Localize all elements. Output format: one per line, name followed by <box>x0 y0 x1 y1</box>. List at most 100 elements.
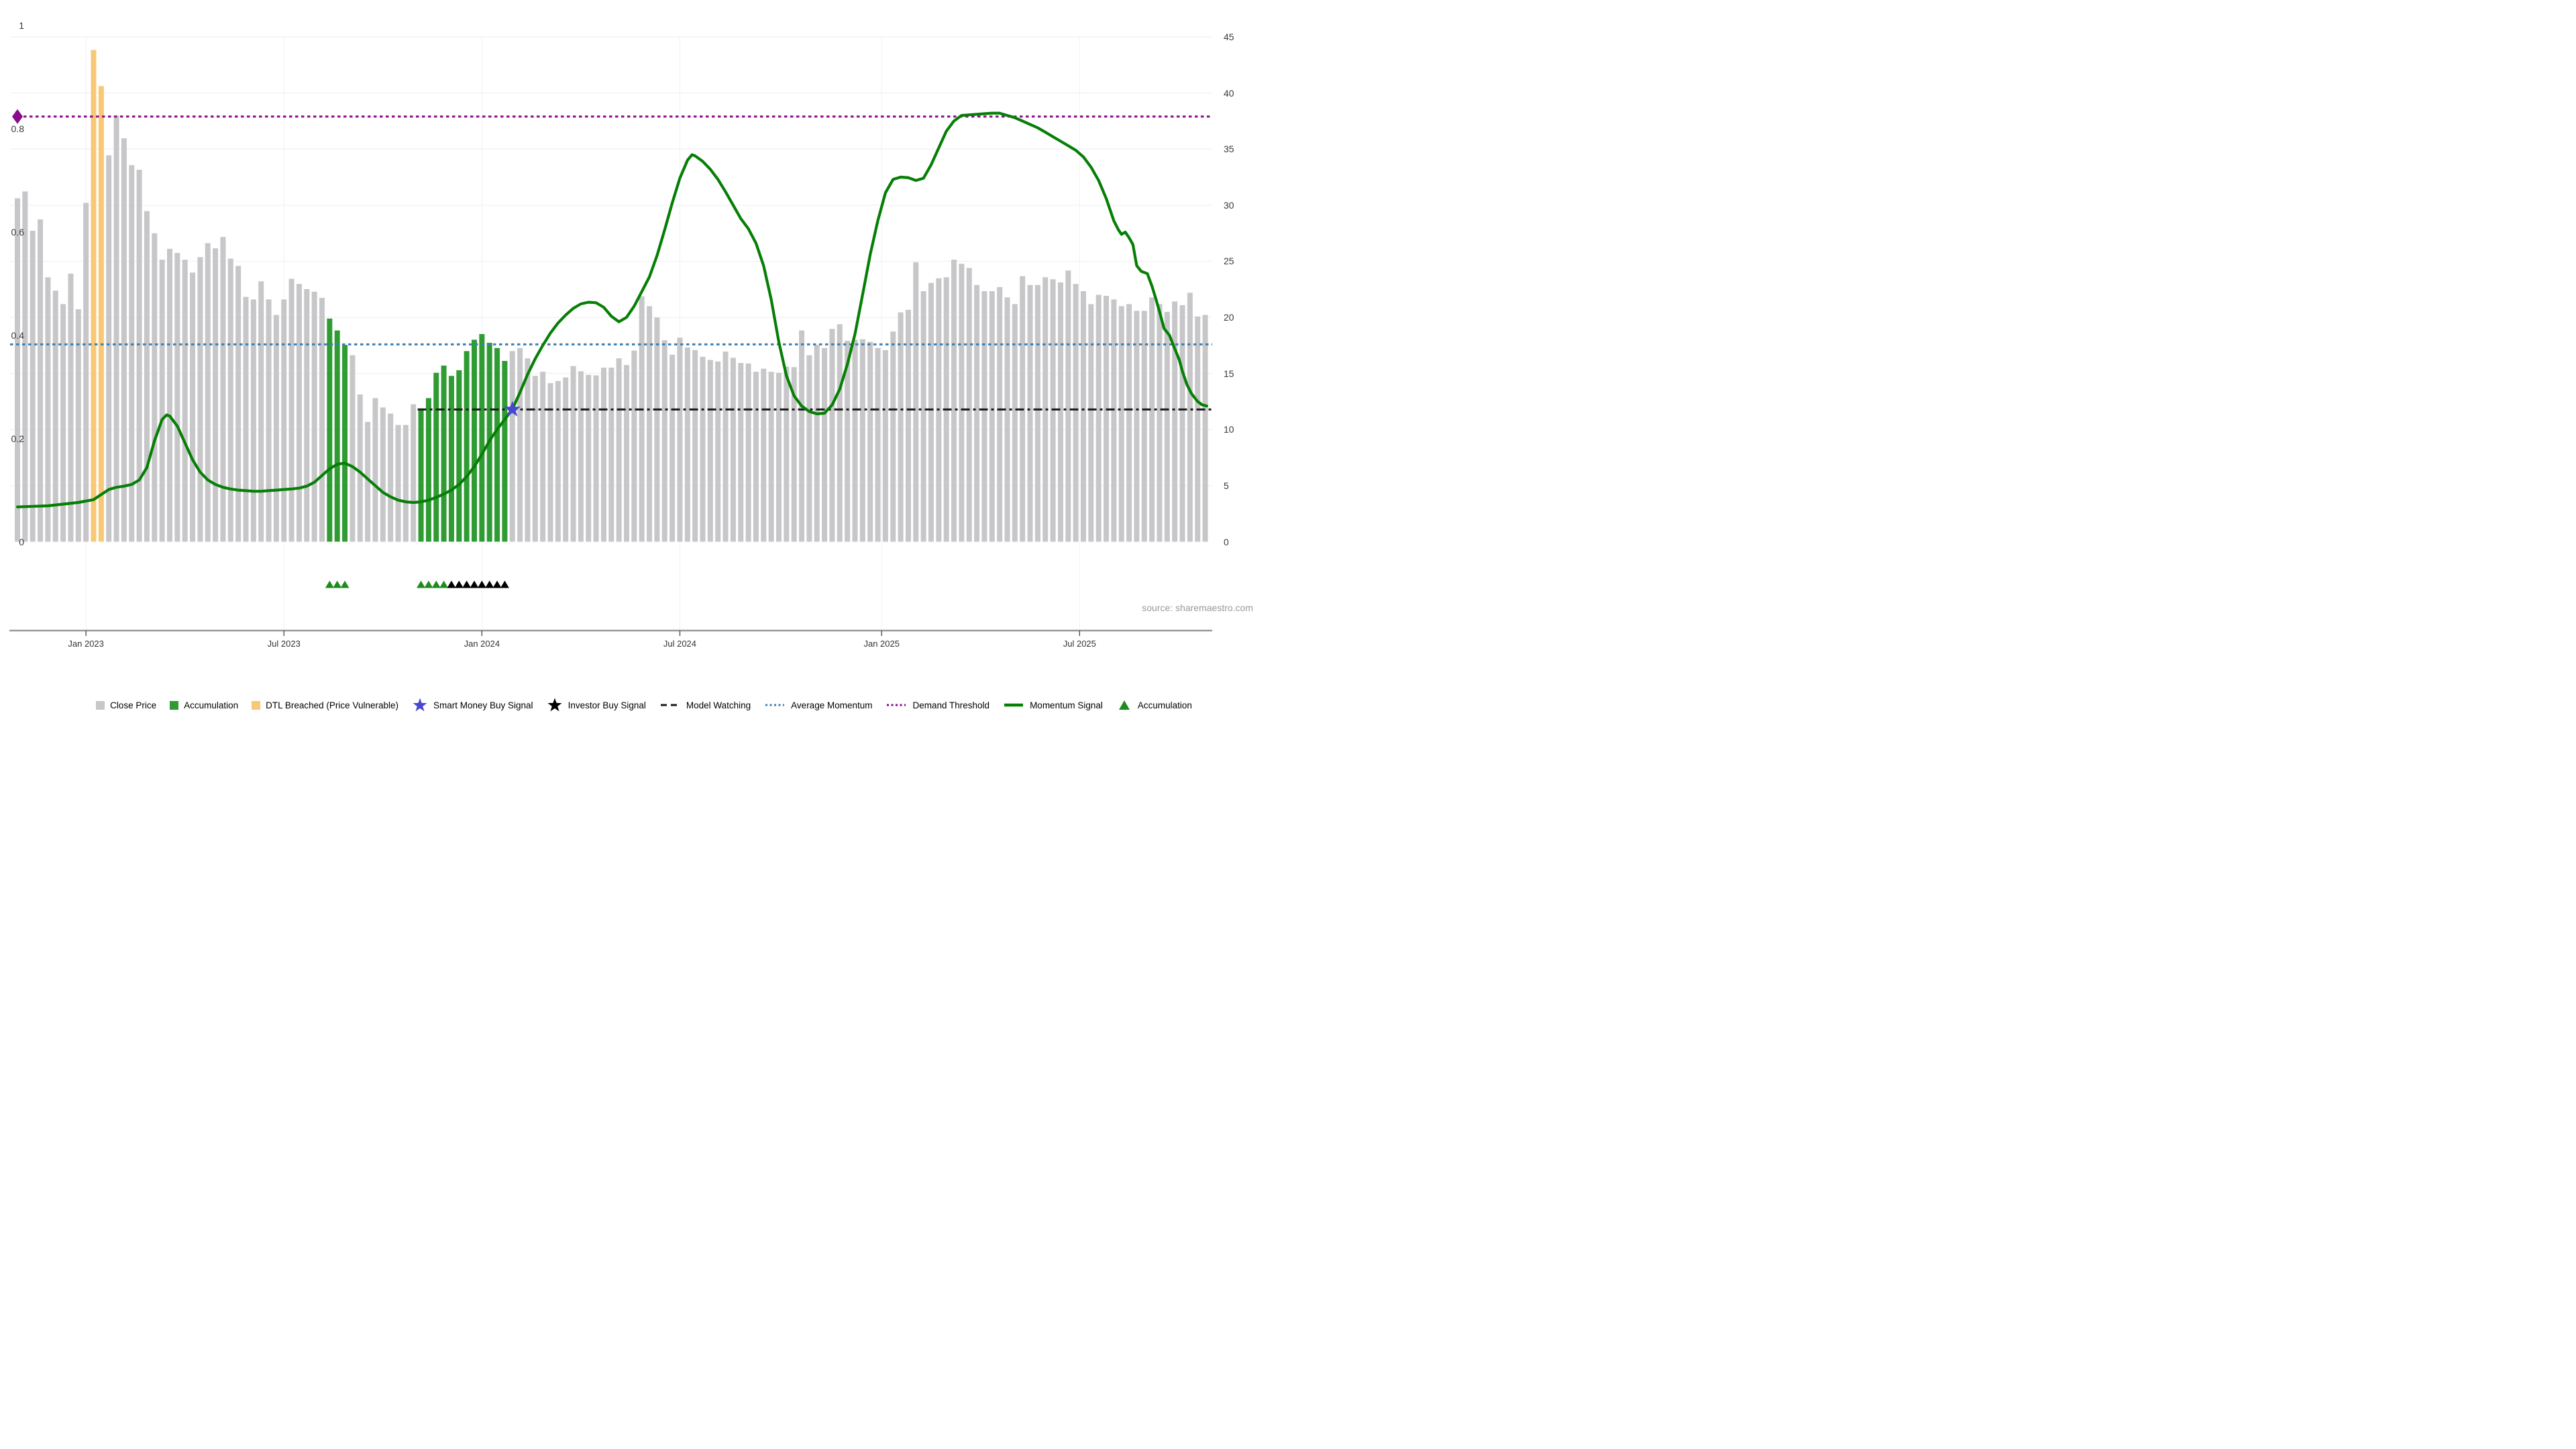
bar-close-price <box>829 329 835 542</box>
bar-close-price <box>296 284 302 542</box>
bar-close-price <box>631 350 637 542</box>
bar-accumulation <box>433 372 439 542</box>
bar-close-price <box>852 339 858 542</box>
bar-close-price <box>388 413 394 542</box>
bar-close-price <box>920 291 926 542</box>
bar-accumulation <box>464 351 470 542</box>
bar-close-price <box>981 291 987 542</box>
legend-label: DTL Breached (Price Vulnerable) <box>266 700 398 710</box>
bar-close-price <box>273 315 279 542</box>
bar-close-price <box>547 383 553 542</box>
bar-close-price <box>692 350 698 542</box>
bar-accumulation <box>334 330 340 542</box>
left-axis-tick-label: 0.2 <box>11 433 24 444</box>
legend-item-smart-money-buy-signal[interactable]: Smart Money Buy Signal <box>412 698 533 712</box>
bar-close-price <box>654 317 660 542</box>
investor-buy-triangle-icon <box>500 580 509 588</box>
legend-item-demand-threshold[interactable]: Demand Threshold <box>885 698 989 712</box>
bar-close-price <box>190 272 196 542</box>
bar-close-price <box>174 253 180 542</box>
accumulation-triangle-icon <box>424 580 433 588</box>
smart-money-buy-star-icon <box>504 400 521 417</box>
legend-item-model-watching[interactable]: Model Watching <box>659 698 751 712</box>
bar-accumulation <box>456 370 462 542</box>
bar-close-price <box>152 233 158 542</box>
bar-close-price <box>647 306 653 542</box>
legend-item-accumulation-triangle[interactable]: Accumulation <box>1116 698 1192 712</box>
investor-buy-triangle-icon <box>477 580 486 588</box>
legend-label: Momentum Signal <box>1030 700 1103 710</box>
accumulation-swatch-icon <box>170 700 179 710</box>
bar-accumulation <box>441 365 447 542</box>
bar-close-price <box>1073 284 1079 542</box>
accumulation-triangle-icon <box>333 580 342 588</box>
legend-item-accumulation[interactable]: Accumulation <box>170 700 238 710</box>
right-axis-tick-label: 45 <box>1224 32 1234 42</box>
accumulation-triangle-icon <box>431 580 441 588</box>
bar-close-price <box>898 312 904 542</box>
left-axis-tick-label: 1 <box>19 19 24 31</box>
legend-item-investor-buy-signal[interactable]: Investor Buy Signal <box>547 698 646 712</box>
left-axis-tick-label: 0.6 <box>11 226 24 237</box>
bar-close-price <box>220 237 226 542</box>
bar-close-price <box>859 339 865 542</box>
bar-close-price <box>586 374 592 542</box>
bar-close-price <box>1134 311 1140 542</box>
bar-close-price <box>791 367 797 542</box>
bar-close-price <box>661 340 667 542</box>
bar-close-price <box>395 425 401 542</box>
legend-item-average-momentum[interactable]: Average Momentum <box>764 698 872 712</box>
bar-close-price <box>182 260 188 542</box>
bar-close-price <box>745 363 751 542</box>
bar-close-price <box>1027 284 1033 542</box>
accumulation-triangle-icon <box>325 580 334 588</box>
bar-close-price <box>563 377 569 542</box>
bar-close-price <box>608 368 614 542</box>
bar-close-price <box>1050 279 1056 542</box>
bar-close-price <box>738 363 744 542</box>
bar-close-price <box>380 407 386 542</box>
legend-item-close-price[interactable]: Close Price <box>96 700 156 710</box>
left-axis-tick-label: 0.4 <box>11 329 24 341</box>
bar-close-price <box>799 330 805 542</box>
legend-item-dtl-breached-price-vulnerable[interactable]: DTL Breached (Price Vulnerable) <box>252 700 398 710</box>
accumulation-triangle-icon <box>1118 700 1130 710</box>
legend-item-momentum-signal[interactable]: Momentum Signal <box>1003 698 1103 712</box>
bar-close-price <box>281 299 287 542</box>
bar-close-price <box>258 281 264 542</box>
bar-accumulation <box>425 398 431 542</box>
right-axis-tick-label: 30 <box>1224 199 1234 211</box>
momentum-signal-line <box>15 111 1209 508</box>
bar-accumulation <box>494 347 500 542</box>
bar-accumulation <box>342 345 348 542</box>
bar-close-price <box>997 286 1003 542</box>
right-axis-tick-label: 20 <box>1224 312 1234 323</box>
bar-close-price <box>525 358 531 542</box>
bar-close-price <box>966 268 972 542</box>
legend-label: Accumulation <box>184 700 239 710</box>
bar-close-price <box>266 299 272 542</box>
bar-close-price <box>761 368 767 542</box>
bar-close-price <box>1187 292 1193 542</box>
bar-close-price <box>890 331 896 542</box>
bar-close-price <box>540 372 546 542</box>
bar-close-price <box>1065 270 1071 542</box>
bar-close-price <box>989 291 995 542</box>
bar-close-price <box>555 381 561 542</box>
investor-buy-triangle-icon <box>470 580 479 588</box>
bar-close-price <box>83 203 89 542</box>
bar-close-price <box>106 155 112 542</box>
accumulation-triangle-icon <box>417 580 426 588</box>
x-axis-tick-label: Jul 2025 <box>1063 639 1096 649</box>
bar-close-price <box>624 365 629 542</box>
bar-close-price <box>304 288 310 542</box>
bar-close-price <box>52 290 58 542</box>
bar-close-price <box>144 211 150 542</box>
bar-close-price <box>875 347 881 542</box>
plot-area <box>9 36 1212 636</box>
bar-accumulation <box>418 408 424 542</box>
bar-close-price <box>722 352 729 542</box>
bar-close-price <box>167 248 172 542</box>
bar-close-price <box>365 421 371 542</box>
right-axis-tick-label: 25 <box>1224 256 1234 267</box>
